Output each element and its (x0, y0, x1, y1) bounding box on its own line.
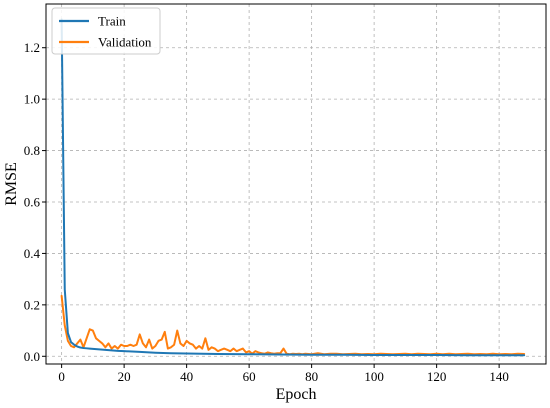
x-axis-label: Epoch (276, 386, 317, 403)
grid-layer (46, 4, 546, 364)
legend-label-train: Train (98, 14, 126, 29)
x-tick-label: 140 (489, 369, 509, 384)
y-tick-label: 0.4 (24, 246, 41, 261)
y-tick-label: 0.2 (24, 297, 40, 312)
y-tick-label: 0.8 (24, 143, 40, 158)
series-line-train (60, 18, 526, 357)
y-axis-label: RMSE (3, 162, 20, 206)
y-tick-label: 1.2 (24, 40, 40, 55)
x-tick-label: 100 (364, 369, 384, 384)
x-tick-label: 60 (243, 369, 256, 384)
x-tick-label: 120 (427, 369, 447, 384)
y-tick-label: 1.0 (24, 92, 40, 107)
x-tick-label: 40 (180, 369, 193, 384)
plot-frame (45, 3, 547, 365)
series-layer (60, 18, 526, 357)
legend: Train Validation (51, 7, 161, 55)
x-tick-label: 0 (58, 369, 65, 384)
y-tick-label: 0.6 (24, 195, 41, 210)
x-tick-label: 20 (118, 369, 131, 384)
x-tick-label: 80 (305, 369, 318, 384)
y-tick-label: 0.0 (24, 349, 40, 364)
legend-label-validation: Validation (98, 35, 152, 50)
series-line-validation (60, 294, 526, 356)
tick-layer: 0 20 40 60 80 100 120 140 0.0 0.2 0.4 0.6 0.8 1.0 1.2 (24, 40, 509, 384)
